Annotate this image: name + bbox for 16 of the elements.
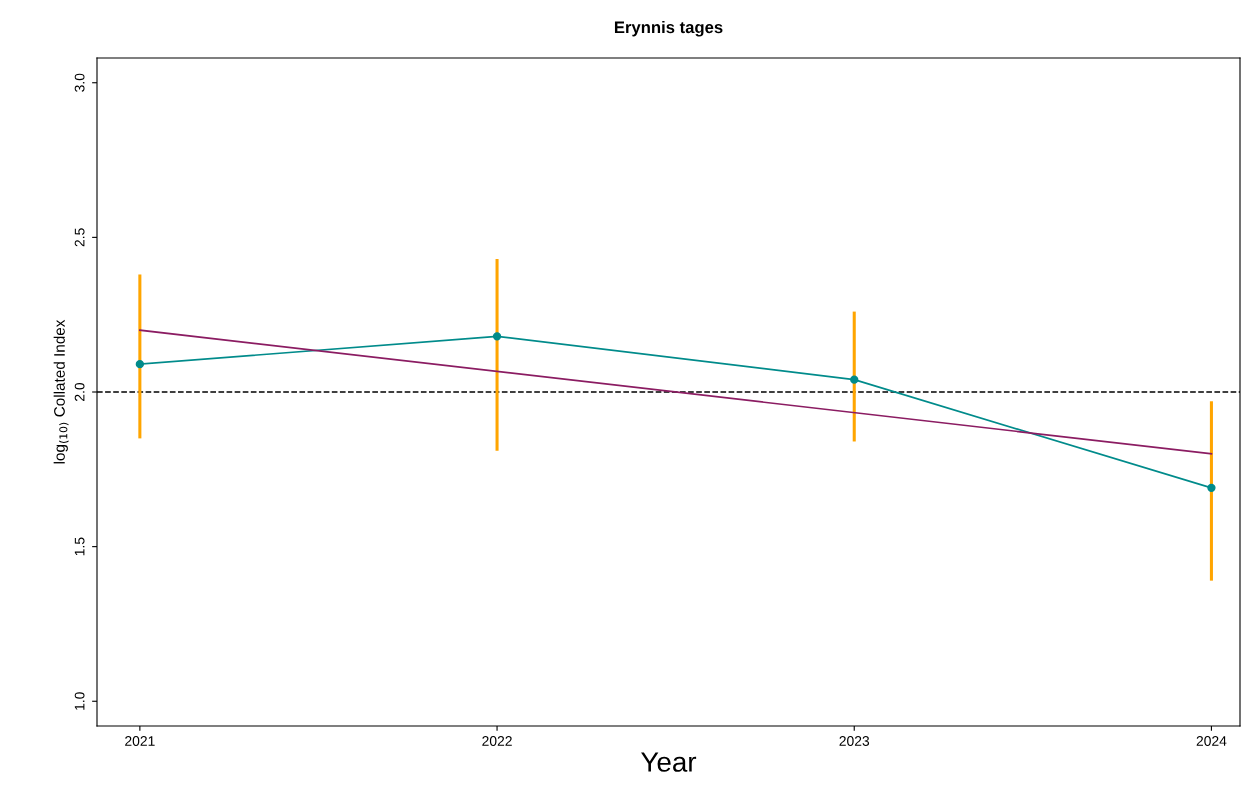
point	[850, 375, 859, 384]
y-tick-label: 3.0	[74, 73, 85, 92]
y-tick-label: 1.5	[74, 537, 85, 556]
point	[492, 332, 502, 341]
point	[135, 359, 145, 369]
y-tick-label: 1.0	[74, 692, 85, 710]
y-tick-label: 2.0	[74, 382, 85, 401]
y-axis-title: log$_{(10)}$ Collated Index	[53, 319, 69, 464]
x-axis-title: Year	[641, 752, 697, 772]
x-tick-label: 2024	[1196, 736, 1227, 746]
x-tick-label: 2021	[125, 736, 155, 746]
x-tick-label: 2023	[839, 736, 870, 746]
point	[1207, 483, 1216, 493]
chart-title: Erynnis tages	[614, 20, 723, 37]
y-tick-label: 2.5	[74, 228, 85, 247]
x-tick-label: 2022	[482, 736, 512, 746]
